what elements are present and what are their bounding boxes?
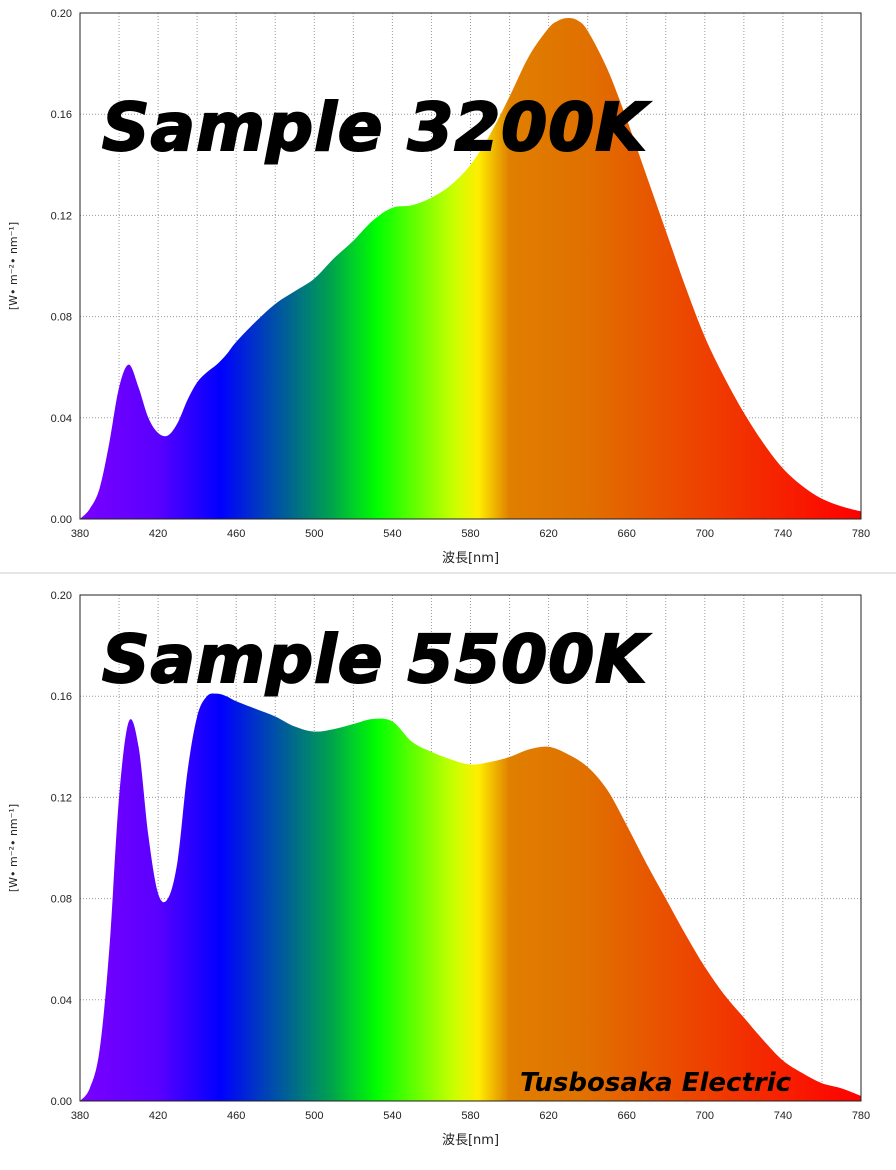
y-tick-label: 0.04 <box>51 995 72 1007</box>
x-tick-label: 500 <box>305 528 323 540</box>
x-tick-label: 620 <box>539 1110 557 1122</box>
x-tick-label: 460 <box>227 528 245 540</box>
x-tick-label: 380 <box>71 1110 89 1122</box>
y-tick-label: 0.04 <box>51 413 72 425</box>
x-tick-label: 540 <box>383 1110 401 1122</box>
x-tick-label: 660 <box>618 1110 636 1122</box>
x-tick-label: 780 <box>852 1110 870 1122</box>
x-tick-label: 780 <box>852 528 870 540</box>
x-tick-label: 460 <box>227 1110 245 1122</box>
y-tick-label: 0.08 <box>51 894 72 906</box>
x-tick-label: 620 <box>539 528 557 540</box>
y-tick-label: 0.20 <box>51 590 72 602</box>
plot-frame <box>79 594 862 1102</box>
x-tick-labels: 380 420 460 500 540 580 620 660 700 740 780 <box>71 528 870 540</box>
x-tick-label: 660 <box>618 528 636 540</box>
spectrum-area <box>80 18 861 520</box>
x-tick-label: 580 <box>461 528 479 540</box>
x-tick-label: 420 <box>149 1110 167 1122</box>
x-tick-label: 740 <box>774 1110 792 1122</box>
y-tick-label: 0.16 <box>51 691 72 703</box>
x-tick-label: 740 <box>774 528 792 540</box>
y-tick-label: 0.16 <box>51 109 72 121</box>
x-tick-label: 700 <box>696 1110 714 1122</box>
y-axis-label: [W• m⁻²• nm⁻¹] <box>7 222 20 310</box>
y-tick-label: 0.20 <box>51 8 72 20</box>
brand-annotation: Tusbosaka Electric <box>520 1068 792 1098</box>
y-tick-label: 0.12 <box>51 210 72 222</box>
x-tick-label: 500 <box>305 1110 323 1122</box>
x-tick-label: 540 <box>383 528 401 540</box>
x-tick-label: 700 <box>696 528 714 540</box>
chart-5500k: 380 420 460 500 540 580 620 660 700 740 780 0.000.… <box>7 590 870 1148</box>
x-tick-label: 420 <box>149 528 167 540</box>
chart-title: Sample 5500K <box>102 621 651 698</box>
spectrum-area <box>80 693 861 1101</box>
y-tick-labels: 0.00 0.04 0.08 0.12 0.16 0.20 <box>51 590 72 1108</box>
y-tick-label: 0.00 <box>51 514 72 526</box>
x-tick-labels: 380 420 460 500 540 580 620 660 700 740 780 <box>71 1110 870 1122</box>
y-tick-labels: 0.00 0.04 0.08 0.12 0.16 0.20 <box>51 8 72 526</box>
plot-frame <box>79 12 862 520</box>
x-tick-label: 580 <box>461 1110 479 1122</box>
x-axis-label: 波長[nm] <box>442 1133 499 1148</box>
y-tick-label: 0.00 <box>51 1096 72 1108</box>
y-tick-label: 0.08 <box>51 312 72 324</box>
x-axis-label: 波長[nm] <box>442 551 499 566</box>
chart-3200k: 380 420 460 500 540 580 620 660 700 740 780 0.000.… <box>7 8 870 566</box>
chart-title: Sample 3200K <box>102 89 651 166</box>
y-tick-label: 0.12 <box>51 792 72 804</box>
y-axis-label: [W• m⁻²• nm⁻¹] <box>7 804 20 892</box>
x-tick-label: 380 <box>71 528 89 540</box>
